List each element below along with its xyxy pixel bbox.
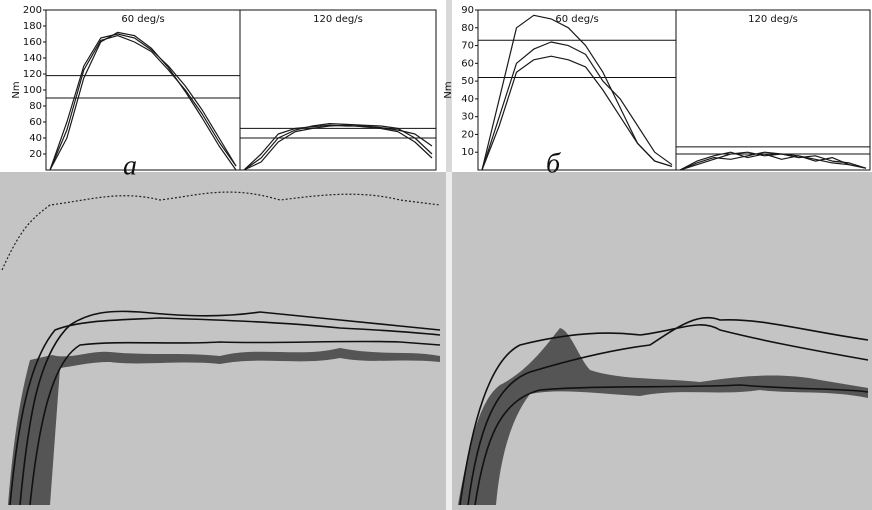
y-tick-label: 50 <box>461 76 474 87</box>
panel-title: 120 deg/s <box>313 14 363 25</box>
y-tick-label: 160 <box>23 37 42 48</box>
divider <box>446 172 452 510</box>
y-tick-label: 40 <box>29 133 42 144</box>
y-tick-label: 30 <box>461 112 474 123</box>
y-tick-label: 70 <box>461 41 474 52</box>
y-tick-label: 60 <box>461 58 474 69</box>
y-tick-label: 40 <box>461 94 474 105</box>
curve-right-1 <box>459 324 869 506</box>
y-tick-label: 100 <box>23 85 42 96</box>
y-tick-label: 200 <box>23 5 42 16</box>
torque-curve <box>481 55 673 171</box>
y-tick-label: 120 <box>23 69 42 80</box>
lower-panel-right <box>452 172 872 510</box>
y-axis-label: Nm <box>443 81 454 98</box>
torque-curve <box>49 33 237 171</box>
upper-bg-left <box>0 0 446 172</box>
curve-left-3 <box>29 340 441 506</box>
panel-title: 120 deg/s <box>748 14 798 25</box>
panel-title: 60 deg/s <box>555 14 598 25</box>
curve-left-2 <box>19 310 441 506</box>
y-tick-label: 90 <box>461 5 474 16</box>
torque-curve <box>243 123 433 171</box>
dotted-curve <box>1 191 441 271</box>
torque-curve <box>679 151 867 171</box>
torque-curve <box>49 35 237 171</box>
grey-band-right <box>458 328 868 505</box>
torque-curve <box>679 151 867 171</box>
curve-right-3 <box>474 384 869 506</box>
charts: 20 40 60 80 100 120 140 160 180 200 Nm а 60 deg/s 120… <box>11 5 871 181</box>
plot-frame <box>477 9 871 171</box>
y-tick-label: 140 <box>23 53 42 64</box>
y-axis-label: Nm <box>11 81 22 98</box>
panel-title: 60 deg/s <box>121 14 164 25</box>
y-tick-label: 80 <box>29 101 42 112</box>
y-tick-label: 20 <box>29 149 42 160</box>
y-tick-label: 20 <box>461 129 474 140</box>
curve-left-1 <box>9 317 441 506</box>
y-tick-label: 80 <box>461 23 474 34</box>
panel-letter: а <box>123 150 137 181</box>
torque-curve <box>49 31 237 171</box>
y-tick-label: 180 <box>23 21 42 32</box>
panel-letter: б <box>546 148 561 179</box>
y-tick-label: 10 <box>461 147 474 158</box>
curve-right-2 <box>467 316 869 506</box>
torque-curve <box>679 151 867 171</box>
torque-curve <box>243 124 433 171</box>
y-tick-label: 60 <box>29 117 42 128</box>
grey-band-left <box>8 348 440 505</box>
upper-bg-right <box>452 0 872 172</box>
torque-curve <box>481 41 673 171</box>
